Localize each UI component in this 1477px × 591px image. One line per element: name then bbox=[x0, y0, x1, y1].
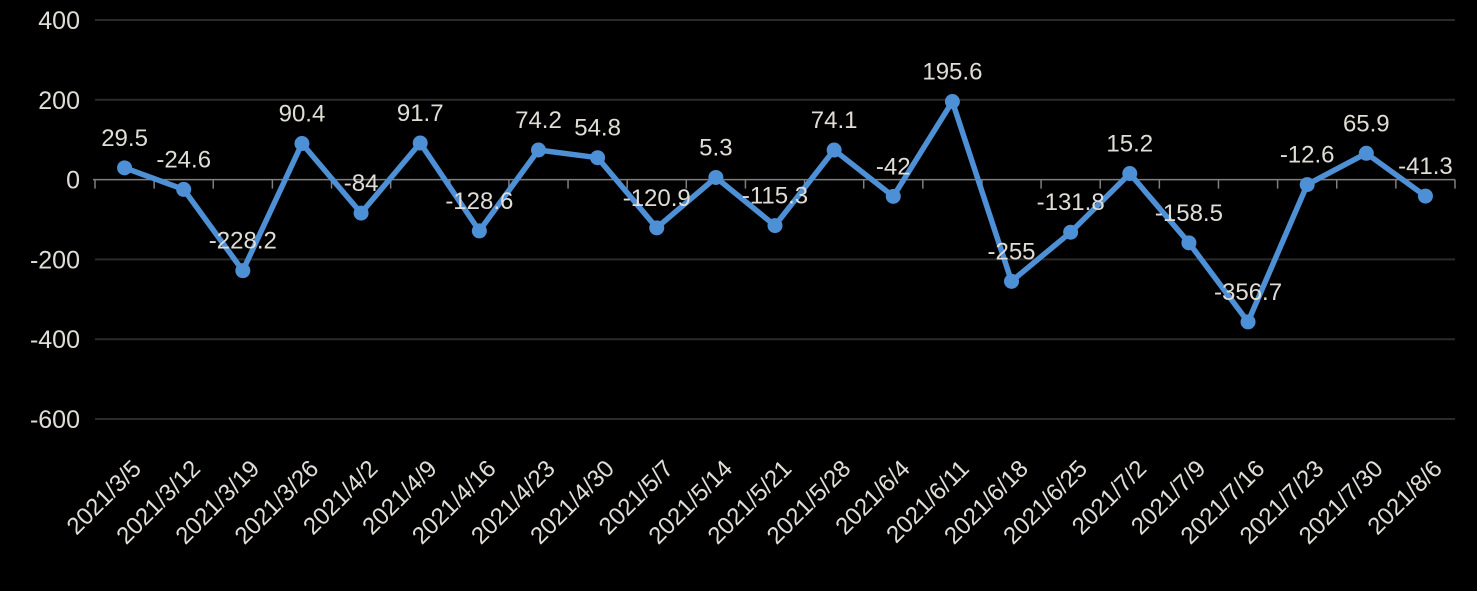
data-label: 74.1 bbox=[811, 107, 858, 134]
y-tick-label: 400 bbox=[38, 7, 80, 35]
data-label: -115.3 bbox=[742, 183, 808, 210]
data-label: -128.6 bbox=[445, 188, 513, 215]
data-label: 29.5 bbox=[101, 125, 148, 152]
data-label: -158.5 bbox=[1155, 200, 1223, 227]
data-label: -24.6 bbox=[156, 146, 211, 173]
data-point-marker bbox=[1417, 188, 1433, 204]
data-label: 15.2 bbox=[1106, 131, 1153, 158]
data-point-marker bbox=[826, 142, 842, 158]
data-point-marker bbox=[885, 188, 901, 204]
y-tick-label: -600 bbox=[30, 406, 80, 434]
data-label: -41.3 bbox=[1398, 153, 1453, 180]
data-point-marker bbox=[1358, 145, 1374, 161]
data-point-marker bbox=[649, 220, 665, 236]
data-label: -42 bbox=[876, 153, 911, 180]
data-point-marker bbox=[353, 205, 369, 221]
data-label: 91.7 bbox=[397, 100, 444, 127]
data-point-marker bbox=[944, 94, 960, 110]
data-point-marker bbox=[708, 169, 724, 185]
data-point-marker bbox=[530, 142, 546, 158]
y-tick-label: 0 bbox=[66, 167, 80, 195]
data-label: 54.8 bbox=[574, 115, 621, 142]
data-point-marker bbox=[1240, 314, 1256, 330]
data-point-marker bbox=[1063, 224, 1079, 240]
data-point-marker bbox=[294, 136, 310, 152]
data-label: -356.7 bbox=[1214, 279, 1282, 306]
data-label: 65.9 bbox=[1343, 110, 1390, 137]
y-tick-label: -400 bbox=[30, 326, 80, 354]
data-point-marker bbox=[412, 135, 428, 151]
data-point-marker bbox=[235, 263, 251, 279]
data-label: -255 bbox=[987, 238, 1035, 265]
data-label: 5.3 bbox=[699, 134, 732, 161]
data-label: 195.6 bbox=[922, 59, 982, 86]
data-label: 90.4 bbox=[279, 101, 326, 128]
data-label: -120.9 bbox=[623, 185, 691, 212]
data-label: -84 bbox=[344, 170, 379, 197]
data-label: -228.2 bbox=[209, 228, 277, 255]
data-label: -12.6 bbox=[1280, 142, 1335, 169]
data-point-marker bbox=[176, 181, 192, 197]
data-label: -131.8 bbox=[1037, 189, 1105, 216]
data-point-marker bbox=[1004, 273, 1020, 289]
data-point-marker bbox=[471, 223, 487, 239]
data-point-marker bbox=[1299, 177, 1315, 193]
data-point-marker bbox=[117, 160, 133, 176]
data-point-marker bbox=[1181, 235, 1197, 251]
data-label: 74.2 bbox=[515, 107, 562, 134]
y-tick-label: 200 bbox=[38, 87, 80, 115]
data-point-marker bbox=[590, 150, 606, 166]
y-tick-label: -200 bbox=[30, 246, 80, 274]
data-point-marker bbox=[1122, 166, 1138, 182]
data-point-marker bbox=[767, 218, 783, 234]
